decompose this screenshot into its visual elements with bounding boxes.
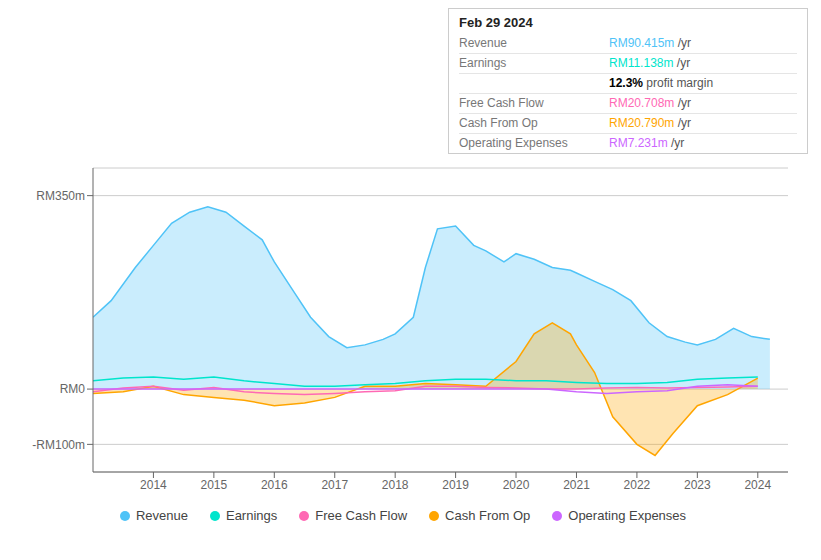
svg-text:2017: 2017 <box>321 478 348 492</box>
html-text:Feb 29 2024: Feb 29 2024 <box>459 15 533 30</box>
html-text:RM7.231m /yr: RM7.231m /yr <box>609 136 685 150</box>
svg-text:-RM100m: -RM100m <box>32 438 85 452</box>
svg-text:2022: 2022 <box>624 478 651 492</box>
svg-text:2018: 2018 <box>382 478 409 492</box>
html-text:Earnings: Earnings <box>226 508 278 523</box>
html-text:Free Cash Flow: Free Cash Flow <box>459 96 544 110</box>
svg-text:RM0: RM0 <box>60 382 86 396</box>
svg-text:2016: 2016 <box>261 478 288 492</box>
html-text:RM11.138m /yr: RM11.138m /yr <box>609 56 691 70</box>
svg-text:2019: 2019 <box>442 478 469 492</box>
html-text:RM20.708m /yr: RM20.708m /yr <box>609 96 691 110</box>
html-text:Revenue: Revenue <box>459 36 507 50</box>
html-text:12.3% profit margin: 12.3% profit margin <box>609 76 714 90</box>
svg-text:2021: 2021 <box>563 478 590 492</box>
html-text:RM20.790m /yr: RM20.790m /yr <box>609 116 691 130</box>
svg-text:2024: 2024 <box>744 478 771 492</box>
html-text:RM90.415m /yr: RM90.415m /yr <box>609 36 691 50</box>
svg-text:2020: 2020 <box>503 478 530 492</box>
html-text:Free Cash Flow: Free Cash Flow <box>315 508 407 523</box>
svg-text:2015: 2015 <box>201 478 228 492</box>
html-text:Earnings: Earnings <box>459 56 507 70</box>
html-text:Cash From Op: Cash From Op <box>459 116 538 130</box>
svg-text:RM350m: RM350m <box>36 189 85 203</box>
html-text:Cash From Op: Cash From Op <box>445 508 531 523</box>
html-text:Revenue: Revenue <box>135 508 188 523</box>
html-text:Operating Expenses: Operating Expenses <box>568 508 687 523</box>
html-text:Operating Expenses: Operating Expenses <box>459 136 568 150</box>
svg-text:2014: 2014 <box>140 478 167 492</box>
svg-text:2023: 2023 <box>684 478 711 492</box>
